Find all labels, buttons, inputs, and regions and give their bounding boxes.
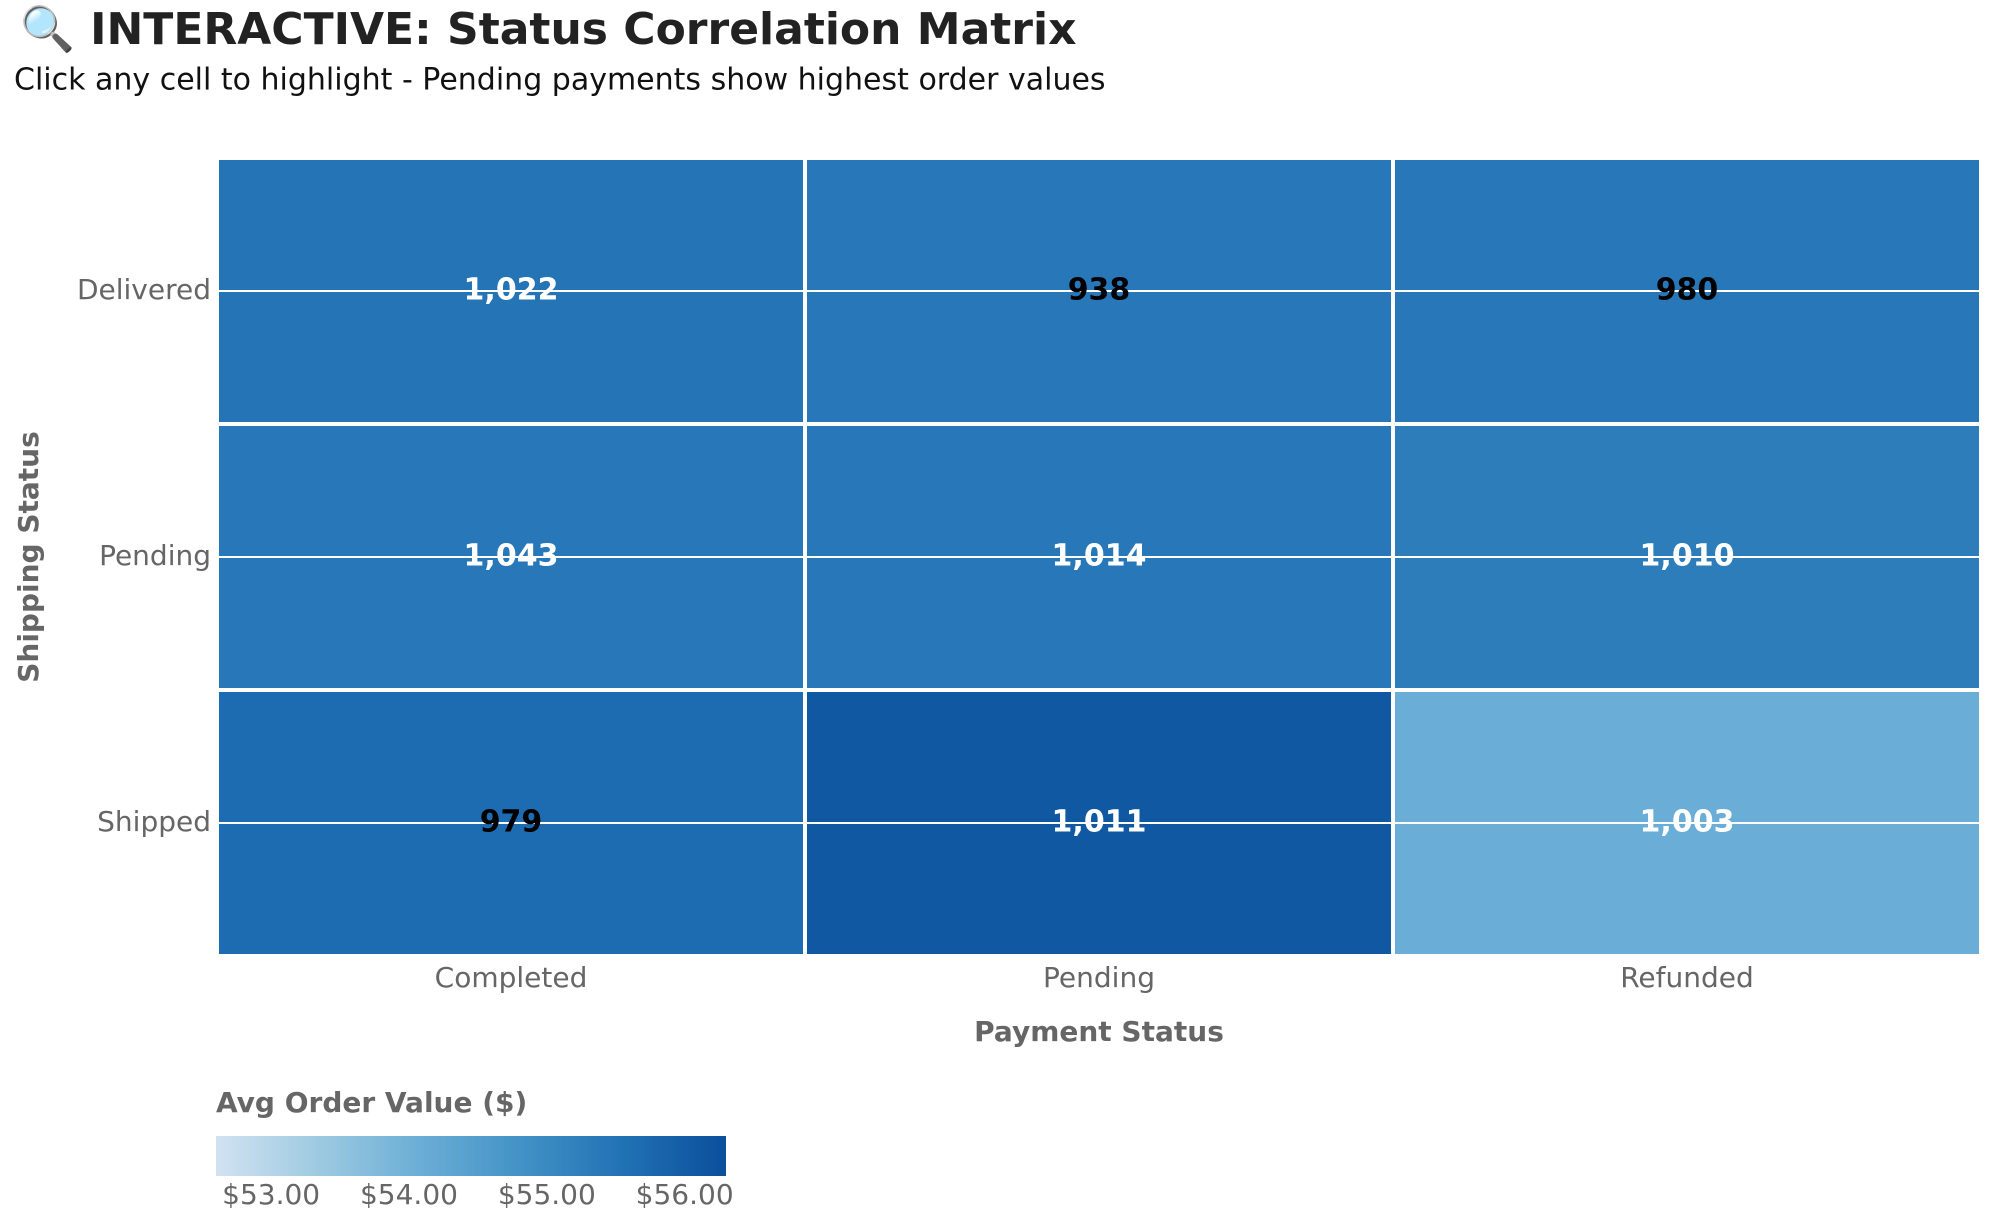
chart-subtitle: Click any cell to highlight - Pending pa… <box>14 63 1106 98</box>
x-tick-label: Completed <box>435 961 588 994</box>
x-axis-title: Payment Status <box>974 1015 1224 1048</box>
x-tick-label: Refunded <box>1620 961 1754 994</box>
cell-label: 1,022 <box>464 273 559 308</box>
y-tick-label: Pending <box>99 539 211 572</box>
colorbar-tick-label: $54.00 <box>360 1178 458 1211</box>
y-tick-label: Delivered <box>77 273 211 306</box>
colorbar-tick-label: $53.00 <box>222 1178 320 1211</box>
cell-label: 980 <box>1656 273 1719 308</box>
colorbar-title: Avg Order Value ($) <box>216 1086 527 1119</box>
cell-label: 1,010 <box>1640 539 1735 574</box>
colorbar-tick-label: $55.00 <box>498 1178 596 1211</box>
cell-label: 979 <box>480 805 543 840</box>
x-tick-label: Pending <box>1043 961 1155 994</box>
y-axis-title: Shipping Status <box>12 431 45 683</box>
colorbar <box>216 1136 726 1176</box>
cell-label: 1,011 <box>1052 805 1147 840</box>
y-tick-label: Shipped <box>97 805 211 838</box>
chart-title: 🔍 INTERACTIVE: Status Correlation Matrix <box>20 1 1076 55</box>
cell-label: 1,003 <box>1640 805 1735 840</box>
colorbar-tick-label: $56.00 <box>636 1178 734 1211</box>
cell-label: 1,043 <box>464 539 559 574</box>
cell-label: 938 <box>1068 273 1131 308</box>
cell-label: 1,014 <box>1052 539 1147 574</box>
